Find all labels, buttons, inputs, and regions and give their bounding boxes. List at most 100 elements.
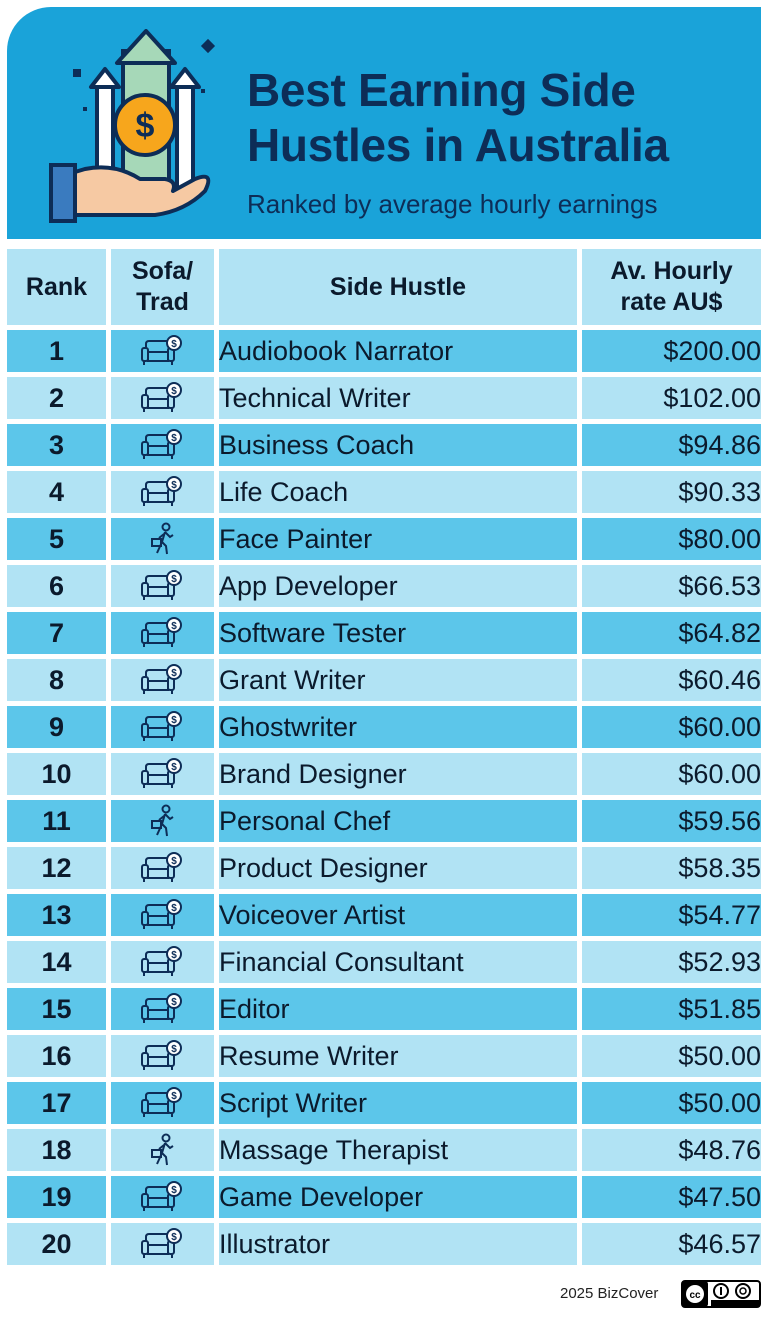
rank-cell: 5 (7, 518, 106, 560)
column-header-hustle: Side Hustle (214, 249, 577, 325)
table-row: 12 $ Product Designer $58.35 (7, 847, 761, 889)
type-cell: $ (106, 753, 214, 795)
table-row: 19 $ Game Developer $47.50 (7, 1176, 761, 1218)
table-row: 13 $ Voiceover Artist $54.77 (7, 894, 761, 936)
sofa-with-coin-icon: $ (140, 429, 182, 459)
hourly-rate-cell: $66.53 (577, 565, 761, 607)
type-cell: $ (106, 424, 214, 466)
rank-cell: 11 (7, 800, 106, 842)
type-cell: $ (106, 1082, 214, 1124)
sofa-with-coin-icon: $ (140, 993, 182, 1023)
sofa-with-coin-icon: $ (140, 476, 182, 506)
svg-text:$: $ (171, 1044, 177, 1055)
hustle-name-cell: Business Coach (214, 424, 577, 466)
svg-text:$: $ (171, 386, 177, 397)
hustle-name-cell: Game Developer (214, 1176, 577, 1218)
hourly-rate-cell: $102.00 (577, 377, 761, 419)
side-hustle-table: Rank Sofa/ Trad Side Hustle Av. Hourly r… (7, 244, 761, 1270)
hourly-rate-cell: $58.35 (577, 847, 761, 889)
rank-cell: 9 (7, 706, 106, 748)
hustle-name-cell: Product Designer (214, 847, 577, 889)
svg-text:$: $ (171, 1232, 177, 1243)
rank-cell: 17 (7, 1082, 106, 1124)
hourly-rate-cell: $46.57 (577, 1223, 761, 1265)
hourly-rate-cell: $200.00 (577, 330, 761, 372)
table-row: 10 $ Brand Designer $60.00 (7, 753, 761, 795)
hourly-rate-cell: $50.00 (577, 1035, 761, 1077)
type-cell: $ (106, 1223, 214, 1265)
column-header-type-label: Sofa/ Trad (131, 257, 194, 316)
type-cell: $ (106, 471, 214, 513)
type-cell: $ (106, 1176, 214, 1218)
hustle-name-cell: Illustrator (214, 1223, 577, 1265)
type-cell: $ (106, 706, 214, 748)
hourly-rate-cell: $80.00 (577, 518, 761, 560)
column-header-rate: Av. Hourly rate AU$ (577, 249, 761, 325)
table-row: 4 $ Life Coach $90.33 (7, 471, 761, 513)
table-row: 11 Personal Chef $59.56 (7, 800, 761, 842)
rank-cell: 4 (7, 471, 106, 513)
hourly-rate-cell: $50.00 (577, 1082, 761, 1124)
sofa-with-coin-icon: $ (140, 617, 182, 647)
type-cell: $ (106, 1035, 214, 1077)
table-row: 18 Massage Therapist $48.76 (7, 1129, 761, 1171)
sofa-with-coin-icon: $ (140, 335, 182, 365)
type-cell: $ (106, 565, 214, 607)
hourly-rate-cell: $48.76 (577, 1129, 761, 1171)
rank-cell: 1 (7, 330, 106, 372)
svg-text:$: $ (171, 856, 177, 867)
table-row: 8 $ Grant Writer $60.46 (7, 659, 761, 701)
hustle-name-cell: Technical Writer (214, 377, 577, 419)
rank-cell: 18 (7, 1129, 106, 1171)
hustle-name-cell: Script Writer (214, 1082, 577, 1124)
svg-text:$: $ (171, 903, 177, 914)
type-cell: $ (106, 330, 214, 372)
hustle-name-cell: Audiobook Narrator (214, 330, 577, 372)
hustle-name-cell: Financial Consultant (214, 941, 577, 983)
cc-by-sa-icon: cc (681, 1280, 761, 1308)
table-row: 3 $ Business Coach $94.86 (7, 424, 761, 466)
sofa-with-coin-icon: $ (140, 1040, 182, 1070)
hourly-rate-cell: $60.46 (577, 659, 761, 701)
type-cell (106, 518, 214, 560)
footer-credit: 2025 BizCover (560, 1285, 659, 1302)
hustle-name-cell: Massage Therapist (214, 1129, 577, 1171)
sofa-with-coin-icon: $ (140, 1228, 182, 1258)
svg-text:$: $ (171, 668, 177, 679)
type-cell: $ (106, 377, 214, 419)
table-row: 20 $ Illustrator $46.57 (7, 1223, 761, 1265)
hustle-name-cell: Personal Chef (214, 800, 577, 842)
page-title: Best Earning Side Hustles in Australia (247, 64, 669, 171)
svg-text:$: $ (171, 1091, 177, 1102)
sofa-with-coin-icon: $ (140, 852, 182, 882)
table-row: 1 $ Audiobook Narrator $200.00 (7, 330, 761, 372)
rank-cell: 7 (7, 612, 106, 654)
table-row: 9 $ Ghostwriter $60.00 (7, 706, 761, 748)
hustle-name-cell: Ghostwriter (214, 706, 577, 748)
table-row: 5 Face Painter $80.00 (7, 518, 761, 560)
type-cell: $ (106, 612, 214, 654)
table-header-row: Rank Sofa/ Trad Side Hustle Av. Hourly r… (7, 249, 761, 325)
hourly-rate-cell: $94.86 (577, 424, 761, 466)
svg-text:cc: cc (689, 1290, 701, 1301)
hourly-rate-cell: $51.85 (577, 988, 761, 1030)
svg-text:$: $ (171, 339, 177, 350)
table-row: 17 $ Script Writer $50.00 (7, 1082, 761, 1124)
walking-person-with-briefcase-icon (150, 804, 174, 837)
hustle-name-cell: Life Coach (214, 471, 577, 513)
hourly-rate-cell: $54.77 (577, 894, 761, 936)
walking-person-with-briefcase-icon (150, 522, 174, 555)
svg-text:$: $ (171, 950, 177, 961)
hourly-rate-cell: $64.82 (577, 612, 761, 654)
rank-cell: 15 (7, 988, 106, 1030)
rank-cell: 2 (7, 377, 106, 419)
rank-cell: 14 (7, 941, 106, 983)
hourly-rate-cell: $59.56 (577, 800, 761, 842)
rank-cell: 8 (7, 659, 106, 701)
hourly-rate-cell: $52.93 (577, 941, 761, 983)
column-header-rate-label: Av. Hourly rate AU$ (610, 257, 733, 316)
svg-text:$: $ (171, 1185, 177, 1196)
table-row: 16 $ Resume Writer $50.00 (7, 1035, 761, 1077)
type-cell (106, 800, 214, 842)
type-cell: $ (106, 659, 214, 701)
